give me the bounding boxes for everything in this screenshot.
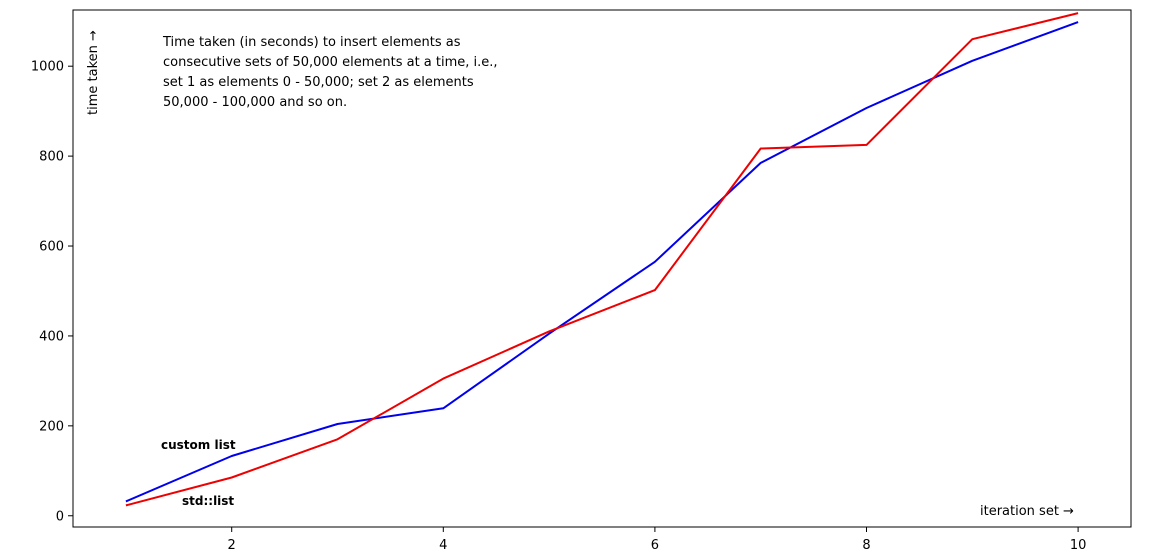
series-line-std-list <box>125 12 1079 507</box>
annotation-line: set 1 as elements 0 - 50,000; set 2 as e… <box>163 75 474 90</box>
series-label-std-list: std::list <box>182 494 234 508</box>
y-tick-label: 800 <box>39 150 64 165</box>
x-tick-label: 10 <box>1070 538 1087 553</box>
series-lines <box>125 12 1079 507</box>
y-tick-label: 600 <box>39 240 64 255</box>
x-axis-ticks: 2 4 6 8 10 <box>228 527 1087 553</box>
y-tick-label: 200 <box>39 419 64 434</box>
series-line-custom-list <box>125 21 1079 503</box>
annotation-line: consecutive sets of 50,000 elements at a… <box>163 55 498 70</box>
annotation-text: Time taken (in seconds) to insert elemen… <box>162 35 502 110</box>
x-tick-label: 8 <box>862 538 870 553</box>
plot-frame <box>72 9 1132 528</box>
y-tick-label: 400 <box>39 329 64 344</box>
y-axis-label: time taken → <box>86 30 101 115</box>
series-label-custom-list: custom list <box>161 438 236 452</box>
x-tick-label: 2 <box>228 538 236 553</box>
y-tick-label: 0 <box>56 509 64 524</box>
annotation-line: Time taken (in seconds) to insert elemen… <box>162 35 461 50</box>
x-tick-label: 4 <box>439 538 447 553</box>
y-axis-ticks: 0 200 400 600 800 1000 <box>31 60 73 524</box>
annotation-line: 50,000 - 100,000 and so on. <box>163 95 347 110</box>
x-tick-label: 6 <box>651 538 659 553</box>
x-axis-label: iteration set → <box>980 504 1074 519</box>
y-tick-label: 1000 <box>31 60 64 75</box>
